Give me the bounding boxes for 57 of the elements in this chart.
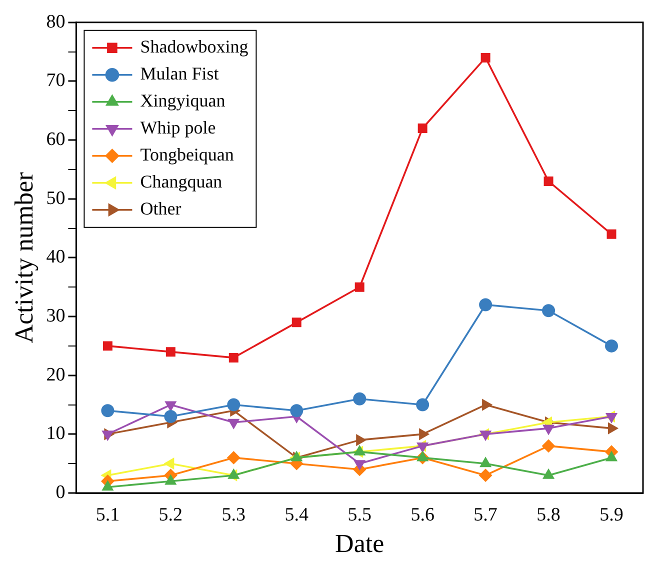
point (606, 229, 616, 239)
legend-label: Tongbeiquan (140, 144, 234, 165)
point (164, 474, 176, 485)
legend-label: Whip pole (140, 118, 216, 138)
y-tick-label: 70 (46, 70, 66, 92)
point (164, 458, 174, 470)
point (544, 176, 554, 186)
x-tick-label: 5.6 (410, 504, 434, 526)
point (228, 468, 240, 479)
y-axis-title: Activity number (9, 172, 38, 344)
y-tick-label: 30 (46, 306, 66, 327)
x-tick-label: 5.9 (600, 504, 624, 526)
point (354, 282, 364, 292)
point (290, 404, 304, 418)
point (166, 347, 176, 357)
legend-label: Other (140, 198, 182, 219)
point (479, 468, 492, 482)
point (542, 439, 556, 452)
x-tick-label: 5.5 (348, 504, 372, 526)
point (416, 398, 430, 412)
x-tick-label: 5.1 (96, 504, 120, 526)
point (227, 451, 240, 464)
point (354, 445, 366, 456)
point (542, 304, 556, 318)
y-tick-label: 60 (46, 129, 66, 150)
x-tick-label: 5.2 (158, 504, 183, 526)
x-tick-label: 5.4 (284, 504, 309, 526)
point (416, 451, 428, 462)
legend-label: Shadowboxing (140, 36, 248, 57)
point (480, 52, 490, 62)
point (101, 404, 114, 418)
point (102, 341, 112, 351)
point (102, 480, 114, 491)
point (353, 392, 366, 406)
point (606, 451, 618, 462)
point (164, 410, 178, 424)
legend-label: Changquan (140, 172, 222, 192)
y-tick-label: 20 (46, 364, 66, 386)
point (292, 318, 302, 328)
y-tick-label: 50 (46, 188, 66, 209)
legend-label: Xingyiquan (140, 90, 226, 111)
x-tick-label: 5.8 (536, 504, 560, 526)
point (542, 468, 554, 479)
y-tick-label: 40 (46, 246, 66, 268)
x-axis-title: Date (335, 529, 384, 558)
point (227, 398, 240, 412)
y-tick-label: 80 (46, 11, 66, 32)
point (605, 339, 618, 352)
x-tick-label: 5.7 (474, 504, 498, 526)
point (479, 298, 492, 312)
y-tick-label: 10 (46, 423, 66, 444)
point (228, 352, 238, 362)
point (418, 124, 428, 134)
point (480, 457, 492, 468)
y-tick-label: 0 (56, 482, 66, 503)
x-tick-label: 5.3 (222, 504, 246, 526)
legend-label: Mulan Fist (140, 64, 219, 84)
